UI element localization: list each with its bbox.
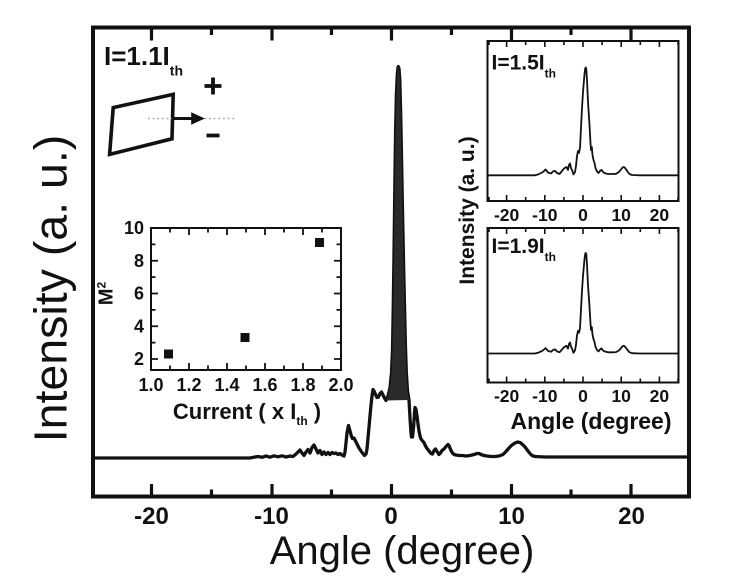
- svg-text:Angle (degree): Angle (degree): [510, 408, 671, 434]
- svg-text:Intensity (a. u.): Intensity (a. u.): [25, 135, 77, 443]
- svg-text:1.0: 1.0: [138, 375, 163, 395]
- svg-text:20: 20: [650, 205, 670, 225]
- svg-text:Intensity (a. u.): Intensity (a. u.): [456, 136, 479, 284]
- svg-text:-20: -20: [134, 503, 169, 530]
- svg-text:0: 0: [384, 503, 397, 530]
- svg-text:-10: -10: [532, 386, 558, 406]
- svg-text:2: 2: [134, 349, 144, 369]
- svg-text:20: 20: [650, 386, 670, 406]
- svg-text:-20: -20: [494, 205, 520, 225]
- svg-text:1.8: 1.8: [290, 375, 315, 395]
- svg-text:10: 10: [124, 218, 144, 238]
- svg-text:4: 4: [134, 316, 144, 336]
- svg-text:-20: -20: [494, 386, 520, 406]
- svg-text:Angle (degree): Angle (degree): [270, 529, 535, 573]
- svg-text:1.4: 1.4: [214, 375, 239, 395]
- svg-text:2.0: 2.0: [328, 375, 353, 395]
- svg-text:10: 10: [611, 205, 631, 225]
- svg-text:10: 10: [611, 386, 631, 406]
- svg-text:20: 20: [618, 503, 645, 530]
- svg-text:8: 8: [134, 251, 144, 271]
- svg-text:0: 0: [578, 386, 588, 406]
- svg-text:-10: -10: [532, 205, 558, 225]
- svg-text:1.6: 1.6: [252, 375, 277, 395]
- svg-text:-10: -10: [254, 503, 289, 530]
- svg-text:10: 10: [498, 503, 525, 530]
- svg-text:1.2: 1.2: [176, 375, 201, 395]
- svg-text:0: 0: [578, 205, 588, 225]
- svg-text:6: 6: [134, 284, 144, 304]
